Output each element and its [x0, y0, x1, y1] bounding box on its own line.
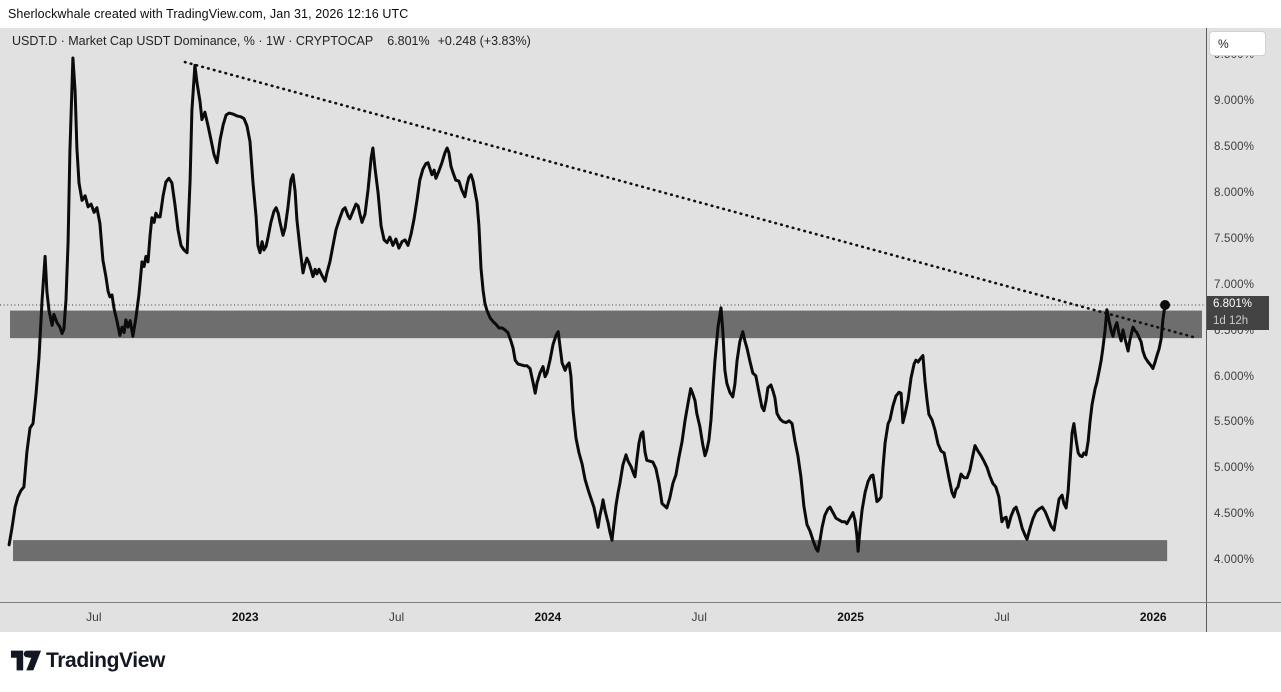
legend-last-price: 6.801%: [387, 34, 430, 48]
tradingview-brand-text[interactable]: TradingView: [46, 649, 165, 672]
x-axis-label: Jul: [388, 610, 405, 624]
symbol-description: USDT.D · Market Cap USDT Dominance, % · …: [12, 34, 374, 48]
x-axis-label: 2025: [837, 610, 864, 624]
y-axis-label: 8.500%: [1214, 140, 1255, 153]
y-axis-label: 4.500%: [1214, 508, 1255, 521]
descending-trendline[interactable]: [183, 60, 1199, 340]
legend: USDT.D · Market Cap USDT Dominance, % · …: [12, 34, 531, 48]
last-point-marker: [1160, 299, 1171, 310]
chart-area[interactable]: USDT.D · Market Cap USDT Dominance, % · …: [0, 28, 1281, 632]
y-axis-label: 5.000%: [1214, 462, 1255, 475]
tradingview-logo-icon[interactable]: [10, 648, 42, 674]
x-axis-label: 2026: [1139, 610, 1167, 624]
y-axis-label: 7.500%: [1214, 232, 1255, 245]
y-axis-label: 7.000%: [1214, 278, 1255, 291]
x-axis-label: Jul: [994, 610, 1010, 624]
last-price-label: 6.801% 1d 12h: [1207, 295, 1269, 330]
time-axis[interactable]: Jul 2023 Jul 2024 Jul 2025 Jul 2026: [0, 603, 1206, 632]
footer: TradingView: [0, 632, 1281, 692]
x-axis-label: 2024: [534, 610, 562, 624]
time-axis-border: [0, 602, 1281, 603]
support-zone-rectangle[interactable]: [13, 540, 1168, 562]
last-price-value: 6.801%: [1213, 297, 1253, 310]
percent-scale-label: %: [1218, 36, 1229, 51]
y-axis-label: 5.500%: [1214, 416, 1255, 429]
y-axis-label: 8.000%: [1214, 186, 1255, 199]
y-axis-label: 4.000%: [1214, 554, 1255, 567]
percent-scale-button[interactable]: %: [1209, 31, 1266, 56]
usdt-dominance-line: [7, 56, 1167, 553]
y-axis-label: 9.000%: [1214, 95, 1255, 108]
bar-countdown: 1d 12h: [1213, 314, 1249, 327]
x-axis-label: 2023: [231, 610, 259, 624]
x-axis-label: Jul: [691, 610, 707, 624]
legend-change: +0.248 (+3.83%): [437, 34, 531, 48]
y-axis-label: 6.000%: [1214, 370, 1255, 383]
price-chart-canvas[interactable]: [0, 28, 1205, 602]
resistance-zone-rectangle[interactable]: [9, 310, 1202, 339]
x-axis-label: Jul: [86, 610, 102, 624]
attribution-text: Sherlockwhale created with TradingView.c…: [8, 7, 409, 21]
price-axis-border: [1206, 28, 1207, 632]
